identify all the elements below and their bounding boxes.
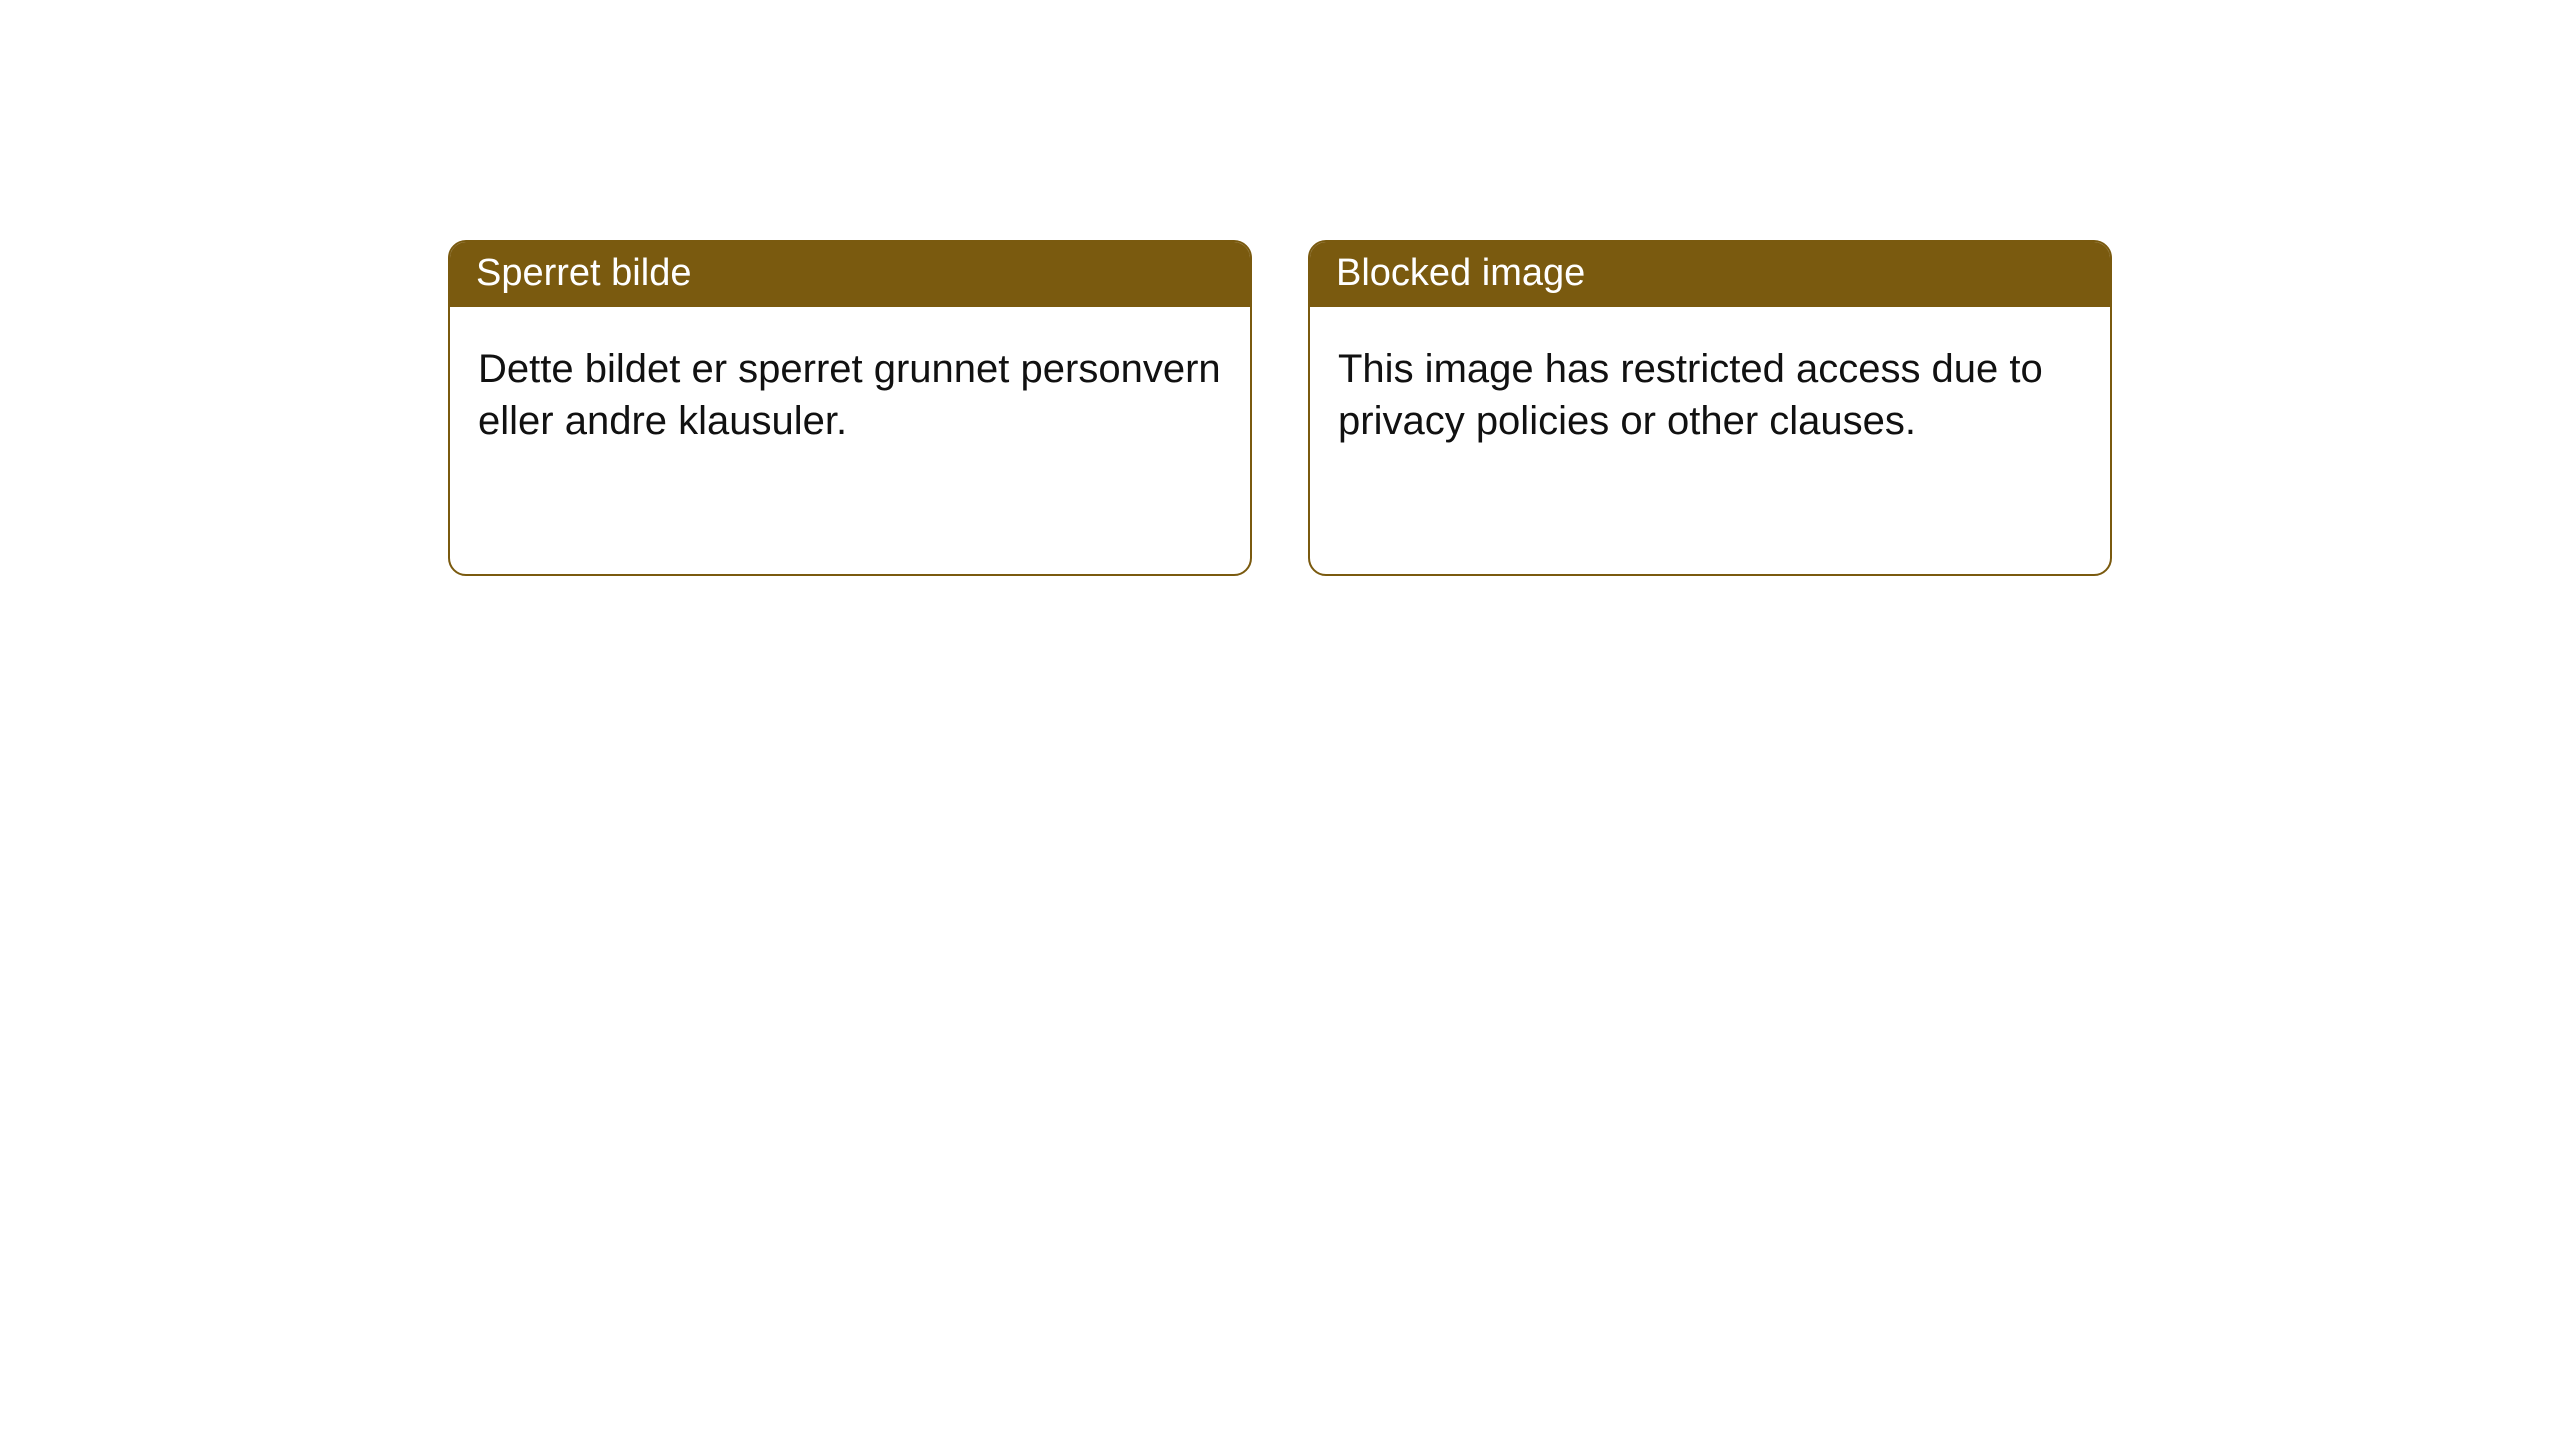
notice-card-body: This image has restricted access due to … (1310, 307, 2110, 483)
notice-card-title: Blocked image (1310, 242, 2110, 307)
notice-card-english: Blocked image This image has restricted … (1308, 240, 2112, 576)
notice-cards-row: Sperret bilde Dette bildet er sperret gr… (0, 0, 2560, 576)
notice-card-body: Dette bildet er sperret grunnet personve… (450, 307, 1250, 483)
notice-card-title: Sperret bilde (450, 242, 1250, 307)
notice-card-norwegian: Sperret bilde Dette bildet er sperret gr… (448, 240, 1252, 576)
